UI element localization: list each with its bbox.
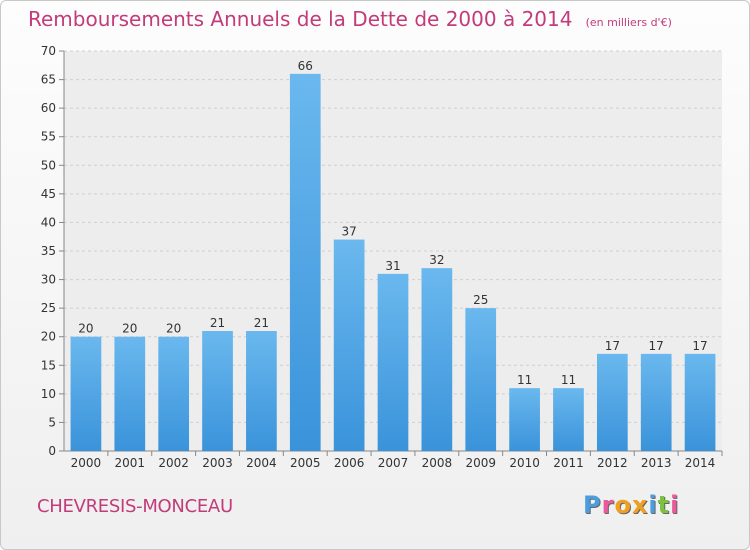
y-tick-label: 30 — [41, 273, 56, 287]
bar-2003 — [202, 331, 233, 451]
labels: 20 2000 20 2001 20 2002 21 2003 21 2004 66 2005 37 20… — [71, 59, 716, 470]
logo-letter: r — [601, 491, 615, 519]
chart-subtitle: (en milliers d'€) — [585, 16, 672, 29]
x-tick-label: 2005 — [290, 456, 321, 470]
data-label-2003: 21 — [210, 316, 225, 330]
title-row: Remboursements Annuels de la Dette de 20… — [28, 7, 672, 31]
y-tick-label: 5 — [48, 415, 56, 429]
chart-title: Remboursements Annuels de la Dette de 20… — [28, 7, 573, 31]
y-tick-label: 0 — [48, 444, 56, 458]
bar-2010 — [509, 388, 540, 451]
data-label-2011: 11 — [561, 373, 576, 387]
y-tick-label: 45 — [41, 187, 56, 201]
y-tick-label: 20 — [41, 330, 56, 344]
data-label-2000: 20 — [78, 322, 93, 336]
bar-2009 — [465, 308, 497, 451]
town-name: CHEVRESIS-MONCEAU — [37, 496, 233, 517]
y-tick-label: 35 — [41, 244, 56, 258]
x-tick-label: 2011 — [553, 456, 584, 470]
logo-letter: i — [670, 491, 680, 519]
data-label-2009: 25 — [473, 293, 488, 307]
y-tick-label: 10 — [41, 387, 56, 401]
data-label-2001: 20 — [122, 322, 137, 336]
data-label-2008: 32 — [429, 253, 444, 267]
bars — [70, 73, 716, 451]
bar-2000 — [70, 336, 102, 451]
y-tick-label: 70 — [41, 44, 56, 58]
bar-2012 — [596, 353, 628, 451]
data-label-2005: 66 — [298, 59, 313, 73]
data-label-2004: 21 — [254, 316, 269, 330]
bar-2001 — [114, 336, 146, 451]
y-tick-label: 60 — [41, 101, 56, 115]
x-tick-label: 2003 — [202, 456, 233, 470]
data-label-2014: 17 — [692, 339, 707, 353]
bar-2007 — [377, 273, 409, 451]
data-label-2013: 17 — [649, 339, 664, 353]
logo-letter: i — [648, 491, 658, 519]
x-tick-label: 2004 — [246, 456, 277, 470]
y-tick-label: 15 — [41, 358, 56, 372]
x-tick-label: 2009 — [465, 456, 496, 470]
logo-letter: x — [631, 491, 649, 519]
x-tick-label: 2002 — [158, 456, 189, 470]
bar-2008 — [421, 268, 453, 451]
y-tick-label: 55 — [41, 130, 56, 144]
bar-2013 — [640, 353, 672, 451]
proxiti-logo[interactable]: Proxiti — [583, 491, 679, 519]
y-tick-label: 40 — [41, 215, 56, 229]
data-label-2007: 31 — [385, 259, 400, 273]
bar-2014 — [684, 353, 716, 451]
bar-2011 — [553, 388, 584, 451]
bar-2005 — [289, 73, 321, 451]
bar-2004 — [246, 331, 277, 451]
x-tick-label: 2001 — [115, 456, 146, 470]
logo-letter: P — [583, 491, 602, 519]
y-tick-label: 50 — [41, 158, 56, 172]
x-tick-label: 2014 — [685, 456, 716, 470]
x-tick-label: 2007 — [378, 456, 409, 470]
data-label-2002: 20 — [166, 322, 181, 336]
x-tick-label: 2010 — [509, 456, 540, 470]
x-tick-label: 2013 — [641, 456, 672, 470]
data-label-2012: 17 — [605, 339, 620, 353]
data-label-2010: 11 — [517, 373, 532, 387]
x-tick-label: 2006 — [334, 456, 365, 470]
bar-2006 — [333, 239, 365, 451]
bar-2002 — [158, 336, 190, 451]
x-tick-label: 2000 — [71, 456, 102, 470]
y-tick-label: 25 — [41, 301, 56, 315]
logo-letter: o — [614, 491, 632, 519]
logo-letter: t — [657, 491, 671, 519]
y-tick-label: 65 — [41, 73, 56, 87]
x-tick-label: 2008 — [422, 456, 453, 470]
data-label-2006: 37 — [341, 225, 356, 239]
x-tick-label: 2012 — [597, 456, 628, 470]
